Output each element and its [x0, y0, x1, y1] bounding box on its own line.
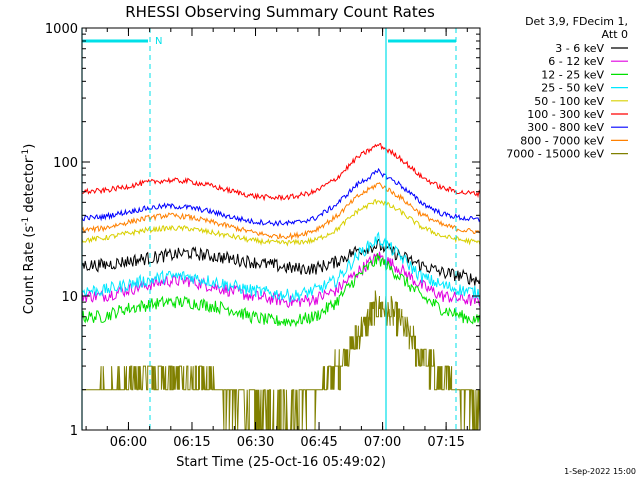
chart-title: RHESSI Observing Summary Count Rates [125, 3, 435, 21]
y-tick-label: 1000 [45, 22, 78, 37]
series-layer [81, 142, 481, 431]
legend-label: 12 - 25 keV [541, 68, 604, 81]
legend-header-line-1: Det 3,9, FDecim 1, [525, 15, 628, 28]
legend-label: 25 - 50 keV [541, 82, 604, 95]
plot-frame [81, 27, 481, 431]
legend-label: 3 - 6 keV [555, 42, 604, 55]
x-tick-label: 06:15 [173, 435, 210, 450]
footer-date: 1-Sep-2022 15:00 [564, 467, 636, 476]
x-axis-label: Start Time (25-Oct-16 05:49:02) [176, 455, 386, 470]
legend-header-line-2: Att 0 [602, 28, 628, 41]
series-line [82, 290, 481, 431]
series-line [81, 167, 481, 227]
x-tick-label: 06:30 [237, 435, 274, 450]
legend-label: 800 - 7000 keV [520, 134, 604, 147]
legend-label: 6 - 12 keV [548, 55, 604, 68]
y-axis-label: Count Rate (s-1 detector-1) [21, 144, 37, 315]
y-tick-label: 1 [70, 424, 78, 439]
legend-label: 7000 - 15000 keV [506, 148, 604, 161]
x-tick-label: 06:00 [110, 435, 147, 450]
series-line [81, 231, 481, 303]
x-tick-label: 06:45 [300, 435, 337, 450]
y-tick-label: 10 [61, 290, 78, 305]
series-line [81, 253, 481, 328]
flag-label: N [155, 36, 162, 47]
series-line [81, 182, 481, 241]
series-line [81, 238, 481, 286]
series-line [81, 142, 481, 202]
legend-label: 50 - 100 keV [534, 95, 604, 108]
series-line [81, 198, 481, 247]
series-line [81, 251, 481, 309]
y-tick-label: 100 [53, 156, 78, 171]
legend-label: 300 - 800 keV [527, 121, 604, 134]
legend-label: 100 - 300 keV [527, 108, 604, 121]
y-axis: 1 10 100 1000 [45, 22, 480, 439]
x-tick-label: 07:00 [364, 435, 401, 450]
x-axis: 06:00 06:15 06:30 06:45 07:00 07:15 [85, 28, 468, 450]
x-tick-label: 07:15 [427, 435, 464, 450]
